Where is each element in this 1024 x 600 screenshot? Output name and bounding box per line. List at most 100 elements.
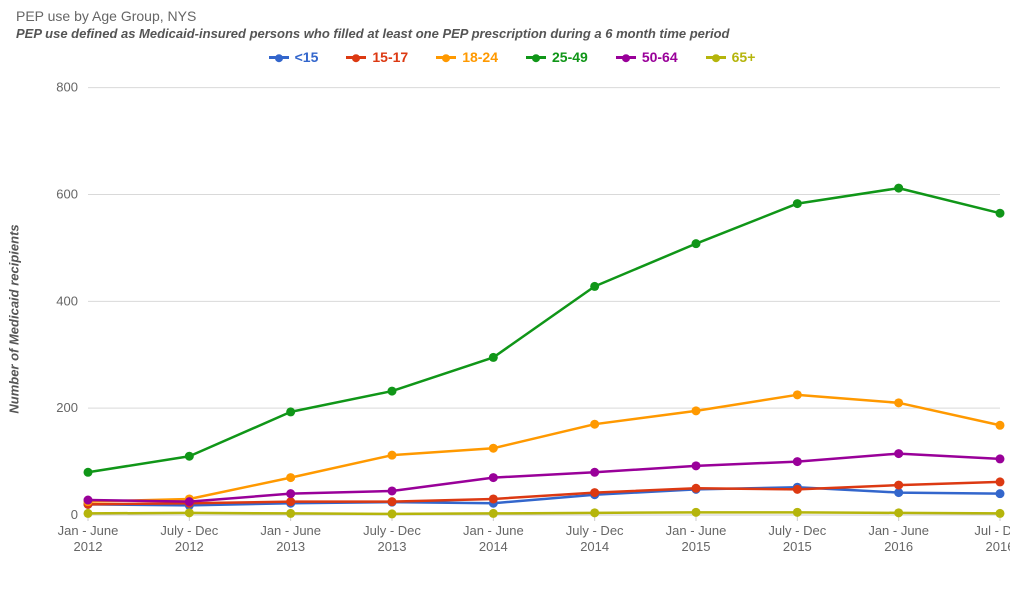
x-tick-label-line1: Jan - June xyxy=(463,523,524,538)
series-line xyxy=(88,512,1000,514)
legend-item[interactable]: 65+ xyxy=(706,49,756,65)
series-marker[interactable] xyxy=(793,485,802,494)
x-tick-label-line2: 2013 xyxy=(276,539,305,554)
series-marker[interactable] xyxy=(996,209,1005,218)
series-marker[interactable] xyxy=(894,449,903,458)
series-marker[interactable] xyxy=(185,452,194,461)
series-marker[interactable] xyxy=(894,508,903,517)
series-marker[interactable] xyxy=(286,489,295,498)
y-tick-label: 800 xyxy=(56,80,78,95)
series-marker[interactable] xyxy=(590,420,599,429)
legend-label: 25-49 xyxy=(552,49,588,65)
series-marker[interactable] xyxy=(489,473,498,482)
y-tick-label: 0 xyxy=(71,507,78,522)
legend-label: <15 xyxy=(295,49,319,65)
series-marker[interactable] xyxy=(84,509,93,518)
series-marker[interactable] xyxy=(489,494,498,503)
legend-swatch xyxy=(346,56,366,59)
y-tick-label: 600 xyxy=(56,187,78,202)
series-marker[interactable] xyxy=(388,451,397,460)
series-marker[interactable] xyxy=(185,508,194,517)
series-marker[interactable] xyxy=(286,407,295,416)
series-marker[interactable] xyxy=(185,497,194,506)
series-marker[interactable] xyxy=(388,486,397,495)
series-marker[interactable] xyxy=(692,406,701,415)
x-tick-label-line2: 2012 xyxy=(74,539,103,554)
series-marker[interactable] xyxy=(489,353,498,362)
legend-item[interactable]: 50-64 xyxy=(616,49,678,65)
series-marker[interactable] xyxy=(894,184,903,193)
chart-container: PEP use by Age Group, NYS PEP use define… xyxy=(0,0,1024,600)
series-marker[interactable] xyxy=(84,496,93,505)
y-tick-label: 400 xyxy=(56,293,78,308)
series-marker[interactable] xyxy=(793,508,802,517)
legend-label: 18-24 xyxy=(462,49,498,65)
series-marker[interactable] xyxy=(996,421,1005,430)
series-marker[interactable] xyxy=(996,454,1005,463)
x-tick-label-line1: Jan - June xyxy=(58,523,119,538)
series-marker[interactable] xyxy=(388,387,397,396)
legend-item[interactable]: 18-24 xyxy=(436,49,498,65)
series-marker[interactable] xyxy=(590,282,599,291)
legend-swatch xyxy=(436,56,456,59)
x-tick-label-line1: July - Dec xyxy=(768,523,826,538)
series-marker[interactable] xyxy=(590,488,599,497)
series-line xyxy=(88,482,1000,504)
series-marker[interactable] xyxy=(692,508,701,517)
x-tick-label-line2: 2015 xyxy=(682,539,711,554)
series-marker[interactable] xyxy=(894,398,903,407)
x-tick-label-line2: 2016 xyxy=(884,539,913,554)
x-tick-label-line2: 2014 xyxy=(580,539,609,554)
x-tick-label-line1: July - Dec xyxy=(160,523,218,538)
series-marker[interactable] xyxy=(996,477,1005,486)
chart-area: Number of Medicaid recipients 0200400600… xyxy=(20,69,1010,569)
legend-swatch xyxy=(526,56,546,59)
series-marker[interactable] xyxy=(692,461,701,470)
x-tick-label-line1: Jan - June xyxy=(868,523,929,538)
series-marker[interactable] xyxy=(388,509,397,518)
series-marker[interactable] xyxy=(996,489,1005,498)
series-marker[interactable] xyxy=(894,481,903,490)
series-line xyxy=(88,188,1000,472)
series-marker[interactable] xyxy=(793,457,802,466)
series-marker[interactable] xyxy=(590,508,599,517)
legend-item[interactable]: 15-17 xyxy=(346,49,408,65)
legend: <15 15-17 18-24 25-49 50-64 65+ xyxy=(16,49,1008,65)
series-marker[interactable] xyxy=(388,497,397,506)
x-tick-label-line2: 2016 xyxy=(986,539,1010,554)
legend-swatch xyxy=(269,56,289,59)
legend-swatch xyxy=(616,56,636,59)
chart-subtitle: PEP use defined as Medicaid-insured pers… xyxy=(16,26,1008,41)
series-marker[interactable] xyxy=(286,509,295,518)
series-marker[interactable] xyxy=(84,468,93,477)
series-marker[interactable] xyxy=(489,444,498,453)
legend-swatch xyxy=(706,56,726,59)
x-tick-label-line2: 2015 xyxy=(783,539,812,554)
series-marker[interactable] xyxy=(692,484,701,493)
series-marker[interactable] xyxy=(793,390,802,399)
x-tick-label-line1: July - Dec xyxy=(363,523,421,538)
series-marker[interactable] xyxy=(793,199,802,208)
line-chart-svg: 0200400600800Jan - June2012July - Dec201… xyxy=(20,69,1010,569)
y-axis-label: Number of Medicaid recipients xyxy=(7,224,22,413)
x-tick-label-line1: Jan - June xyxy=(666,523,727,538)
series-line xyxy=(88,454,1000,502)
x-tick-label-line2: 2013 xyxy=(378,539,407,554)
legend-label: 15-17 xyxy=(372,49,408,65)
series-marker[interactable] xyxy=(286,497,295,506)
x-tick-label-line1: Jan - June xyxy=(260,523,321,538)
y-tick-label: 200 xyxy=(56,400,78,415)
series-marker[interactable] xyxy=(489,509,498,518)
x-tick-label-line2: 2014 xyxy=(479,539,508,554)
series-marker[interactable] xyxy=(590,468,599,477)
x-tick-label-line1: July - Dec xyxy=(566,523,624,538)
x-tick-label-line2: 2012 xyxy=(175,539,204,554)
chart-title: PEP use by Age Group, NYS xyxy=(16,8,1008,24)
series-marker[interactable] xyxy=(286,473,295,482)
x-tick-label-line1: Jul - Dec xyxy=(974,523,1010,538)
legend-item[interactable]: 25-49 xyxy=(526,49,588,65)
legend-label: 65+ xyxy=(732,49,756,65)
series-marker[interactable] xyxy=(996,509,1005,518)
legend-item[interactable]: <15 xyxy=(269,49,319,65)
series-marker[interactable] xyxy=(692,239,701,248)
